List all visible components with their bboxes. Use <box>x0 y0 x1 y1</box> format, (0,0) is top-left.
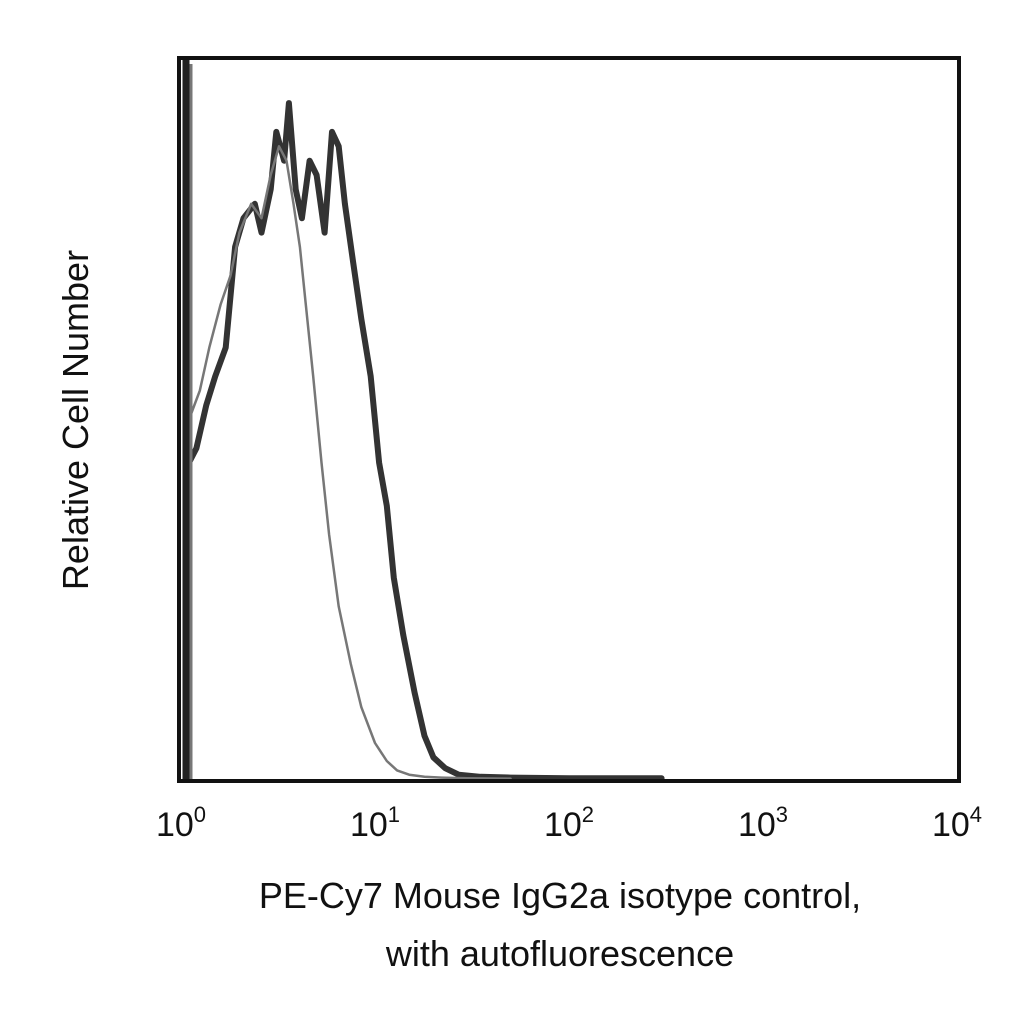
histogram-series-2 <box>187 145 512 780</box>
series-layer <box>186 100 665 782</box>
x-tick-label-3: 103 <box>738 802 788 844</box>
x-tick-label-2: 102 <box>544 802 594 844</box>
plot-frame <box>177 56 961 783</box>
x-tick-label-1: 101 <box>350 802 400 844</box>
x-axis-label-line-1: PE-Cy7 Mouse IgG2a isotype control, <box>259 875 861 916</box>
y-axis-label: Relative Cell Number <box>55 250 96 590</box>
histogram-series-1 <box>186 100 665 782</box>
x-tick-label-0: 100 <box>156 802 206 844</box>
x-axis-label-line-2: with autofluorescence <box>385 933 734 974</box>
x-tick-labels: 100 101 102 103 104 <box>156 802 982 844</box>
x-tick-label-4: 104 <box>932 802 982 844</box>
